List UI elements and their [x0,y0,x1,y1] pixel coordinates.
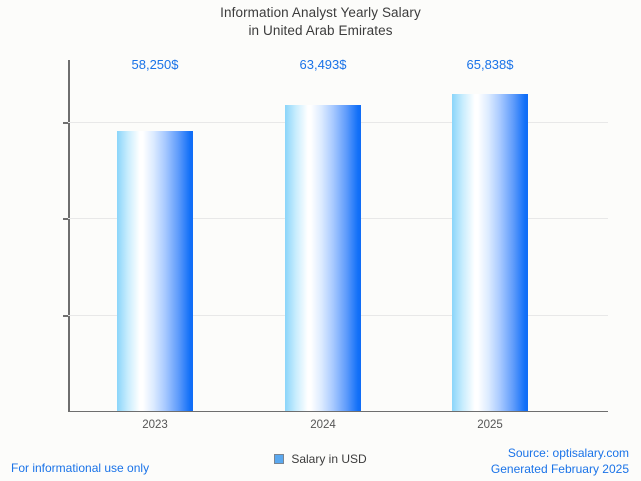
chart-title-line-1: Information Analyst Yearly Salary [220,5,421,20]
bar-2025 [452,94,528,411]
chart-title-line-2: in United Arab Emirates [248,23,393,38]
bar-value-2023: 58,250$ [131,57,179,72]
bar-2023 [117,131,193,411]
plot-area [63,60,608,411]
source-text: Source: optisalary.com [507,446,629,460]
y-tick-mark-20000 [63,315,68,317]
y-tick-mark-60000 [63,122,68,124]
x-tick-label-2025: 2025 [477,419,503,431]
x-axis-line [68,410,608,412]
bar-value-2024: 63,493$ [299,57,347,72]
y-axis-line [68,60,70,412]
bar-value-2025: 65,838$ [466,57,514,72]
y-tick-mark-40000 [63,218,68,220]
source-note: Source: optisalary.com Generated Februar… [491,445,629,477]
generated-text: Generated February 2025 [490,462,629,476]
bar-2024 [285,105,361,411]
x-tick-label-2023: 2023 [142,419,168,431]
legend-label-salary-in-usd: Salary in USD [291,452,367,466]
legend-swatch-icon [274,454,285,464]
x-tick-label-2024: 2024 [310,419,336,431]
disclaimer-text: For informational use only [11,461,150,475]
chart-title: Information Analyst Yearly Salary in Uni… [0,4,641,40]
